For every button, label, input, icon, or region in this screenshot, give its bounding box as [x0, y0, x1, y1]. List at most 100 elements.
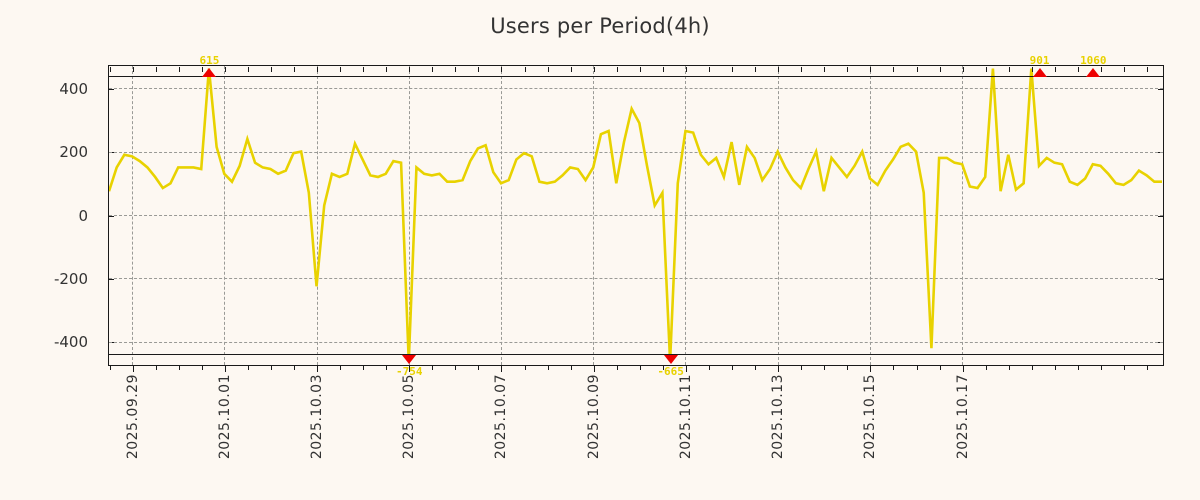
peak-marker-up-icon — [202, 67, 217, 77]
x-axis-tick-mark-minor — [501, 364, 503, 370]
y-axis-tick-mark — [108, 88, 114, 90]
y-axis-tick-mark — [1158, 342, 1164, 344]
x-axis-tick-mark-minor — [363, 364, 365, 370]
x-axis-tick-label: 2025.10.11 — [677, 374, 694, 460]
x-axis-tick-mark-top — [409, 66, 411, 72]
gridline-horizontal — [109, 215, 1163, 216]
x-axis-tick-mark-top — [386, 66, 388, 72]
x-axis-tick-label: 2025.10.13 — [770, 374, 787, 460]
x-axis-tick-mark-top — [1101, 66, 1102, 72]
x-axis-tick-mark-top — [455, 66, 457, 72]
x-axis-tick-mark-minor — [1008, 364, 1010, 370]
x-axis-tick-mark-minor — [386, 364, 388, 370]
y-axis-tick-mark — [1158, 88, 1164, 90]
x-axis-tick-mark-top — [662, 66, 664, 72]
y-axis-tick-mark — [108, 342, 114, 344]
y-axis-tick-label: -200 — [53, 269, 88, 288]
gridline-vertical — [132, 66, 134, 365]
x-axis-tick-mark-minor — [893, 364, 895, 370]
gridline-vertical — [962, 66, 964, 365]
x-axis-tick-mark-top — [939, 66, 941, 72]
x-axis-tick-mark-top — [616, 66, 618, 72]
peak-value-label: 615 — [199, 53, 220, 67]
peak-value-label: 1060 — [1080, 53, 1107, 67]
x-axis-tick-mark-top — [270, 66, 272, 72]
x-axis-tick-mark-minor — [132, 364, 134, 370]
x-axis-tick-mark-minor — [685, 364, 687, 370]
x-axis-tick-mark-top — [363, 66, 365, 72]
peak-value-label: -754 — [396, 365, 423, 379]
x-axis-tick-mark-top — [524, 66, 526, 72]
x-axis-tick-mark-minor — [755, 364, 757, 370]
x-axis-tick-mark-top — [340, 66, 342, 72]
x-axis-tick-label: 2025.10.01 — [216, 374, 233, 460]
x-axis-tick-label: 2025.10.05 — [401, 374, 418, 460]
x-axis-tick-mark-minor — [1054, 364, 1056, 370]
x-axis-tick-mark-minor — [524, 364, 526, 370]
x-axis-tick-mark-top — [201, 66, 203, 72]
x-axis-tick-mark-top — [962, 66, 964, 72]
x-axis-tick-mark-minor — [801, 364, 803, 370]
x-axis-tick-mark-minor — [639, 364, 641, 370]
series-line — [109, 68, 1162, 362]
gridline-vertical — [500, 66, 502, 365]
x-axis-tick-mark-top — [1147, 66, 1149, 72]
x-axis-tick-mark-top — [1008, 66, 1010, 72]
x-axis-tick-mark-minor — [178, 364, 180, 370]
x-axis-tick-mark-minor — [593, 364, 595, 370]
clip-boundary-line — [109, 353, 1163, 355]
x-axis-tick-mark-top — [916, 66, 918, 72]
x-axis-tick-mark-top — [501, 66, 503, 72]
peak-marker-up-icon — [1086, 67, 1101, 77]
x-axis-tick-mark-minor — [270, 364, 272, 370]
x-axis-tick-mark-minor — [432, 364, 434, 370]
x-axis-tick-mark-minor — [409, 364, 411, 370]
gridline-vertical — [224, 66, 226, 365]
clip-boundary-line — [109, 76, 1163, 78]
x-axis-tick-mark-top — [778, 66, 780, 72]
y-axis-tick-mark — [108, 215, 114, 217]
peak-marker-down-icon — [402, 355, 417, 365]
peak-marker-down-icon — [663, 355, 678, 365]
gridline-horizontal — [109, 88, 1163, 90]
gridline-vertical — [777, 66, 779, 365]
x-axis-tick-mark-top — [870, 66, 872, 72]
x-axis-tick-mark-top — [685, 66, 687, 72]
chart-title: Users per Period(4h) — [490, 14, 710, 38]
x-axis-tick-mark-minor — [224, 364, 226, 370]
y-axis-tick-label: 200 — [59, 143, 88, 162]
x-axis-tick-mark-minor — [1101, 364, 1102, 370]
gridline-horizontal — [109, 278, 1163, 280]
x-axis-tick-mark-minor — [155, 364, 157, 370]
x-axis-tick-mark-top — [1124, 66, 1126, 72]
x-axis-tick-mark-minor — [1031, 364, 1033, 370]
y-axis-tick-label: -400 — [53, 333, 88, 352]
x-axis-tick-mark-minor — [293, 364, 295, 370]
peak-value-label: 901 — [1029, 53, 1050, 67]
gridline-vertical — [316, 66, 318, 365]
peak-marker-up-icon — [1032, 67, 1047, 77]
x-axis-tick-mark-top — [432, 66, 434, 72]
gridline-vertical — [408, 66, 410, 365]
x-axis-tick-mark-minor — [201, 364, 203, 370]
x-axis-tick-label: 2025.10.15 — [862, 374, 879, 460]
x-axis-tick-mark-top — [247, 66, 249, 72]
x-axis-tick-mark-minor — [1077, 364, 1079, 370]
x-axis-tick-mark-top — [547, 66, 549, 72]
x-axis-tick-mark-top — [593, 66, 595, 72]
gridline-horizontal — [109, 341, 1163, 343]
y-axis-tick-mark — [108, 278, 114, 280]
peak-value-label: -665 — [657, 365, 684, 379]
y-axis-tick-mark — [108, 152, 114, 154]
x-axis-tick-mark-minor — [870, 364, 872, 370]
y-axis-tick-label: 0 — [78, 206, 88, 225]
x-axis-tick-mark-minor — [847, 364, 849, 370]
x-axis-tick-mark-top — [109, 66, 111, 72]
x-axis-tick-mark-minor — [317, 364, 319, 370]
x-axis-tick-mark-top — [317, 66, 319, 72]
x-axis-tick-mark-minor — [1124, 364, 1126, 370]
x-axis-tick-mark-minor — [778, 364, 780, 370]
x-axis-tick-mark-minor — [109, 364, 111, 370]
x-axis-tick-mark-minor — [570, 364, 572, 370]
